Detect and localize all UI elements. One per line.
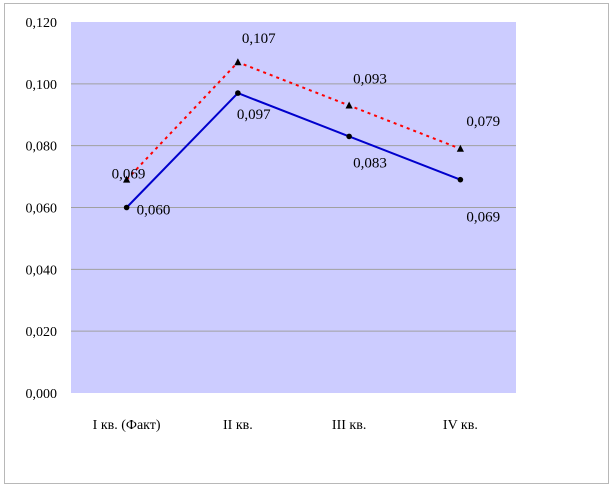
y-tick-label: 0,060 xyxy=(26,202,58,217)
gridlines xyxy=(71,83,516,332)
y-tick-label: 0,080 xyxy=(26,140,58,155)
data-label: 0,097 xyxy=(237,107,271,123)
data-label: 0,083 xyxy=(353,155,387,171)
data-label: 0,060 xyxy=(137,203,171,219)
series-group xyxy=(123,58,464,211)
data-labels: 0,060 0,097 0,083 0,069 0,069 0,107 0,093 0,079 xyxy=(112,31,501,225)
data-point xyxy=(234,58,242,66)
data-point xyxy=(345,101,353,109)
x-tick-label: IV кв. xyxy=(443,418,478,433)
y-tick-label: 0,120 xyxy=(26,16,58,31)
data-point xyxy=(457,176,464,183)
data-label: 0,069 xyxy=(112,167,146,183)
y-axis-tick-labels: 0,000 0,020 0,040 0,060 0,080 0,100 0,120 xyxy=(26,16,58,402)
y-tick-label: 0,000 xyxy=(26,387,58,402)
series-line xyxy=(125,91,461,209)
data-label: 0,069 xyxy=(466,210,500,226)
data-point xyxy=(456,144,464,152)
data-label: 0,093 xyxy=(353,71,387,87)
data-point xyxy=(123,175,131,183)
data-point xyxy=(346,133,352,140)
y-tick-label: 0,020 xyxy=(26,325,58,340)
data-label: 0,107 xyxy=(242,31,276,47)
y-tick-label: 0,040 xyxy=(26,263,58,278)
x-tick-label: I кв. (Факт) xyxy=(93,418,161,433)
x-tick-label: II кв. xyxy=(223,418,253,433)
data-point xyxy=(123,204,130,211)
data-label: 0,079 xyxy=(466,114,500,130)
x-tick-label: III кв. xyxy=(332,418,366,433)
x-axis-tick-labels: I кв. (Факт) II кв. III кв. IV кв. xyxy=(93,418,478,433)
data-point xyxy=(235,90,241,96)
y-tick-label: 0,100 xyxy=(26,78,58,93)
